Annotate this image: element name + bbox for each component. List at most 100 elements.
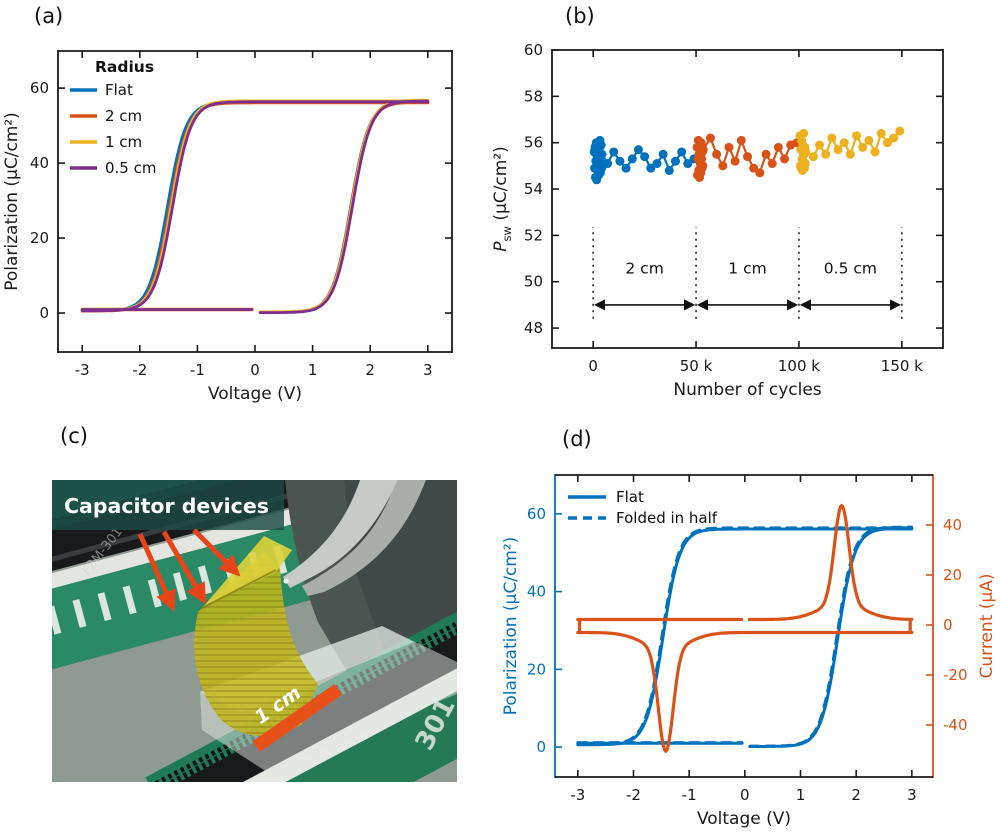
data-point xyxy=(646,163,656,173)
series-0.5-cm-bend-endurance xyxy=(795,126,905,175)
data-point xyxy=(596,140,606,150)
legend-item-label: Flat xyxy=(105,81,133,99)
data-point xyxy=(827,133,837,143)
x-tick-label: -1 xyxy=(682,786,697,804)
y2-tick-label: 40 xyxy=(943,516,962,534)
y-axis-label: Psw (μC/cm²) xyxy=(491,146,514,251)
data-point xyxy=(773,142,783,152)
data-point xyxy=(658,149,668,159)
panel-label-c: (c) xyxy=(60,424,88,448)
legend-item-label: Folded in half xyxy=(616,509,718,527)
y-axis-label: Polarization (μC/cm²) xyxy=(501,537,521,716)
data-point xyxy=(833,145,843,155)
data-point xyxy=(815,140,825,150)
data-point xyxy=(718,161,728,171)
y-tick-label: 20 xyxy=(527,660,546,678)
data-point xyxy=(839,138,849,148)
tweezers xyxy=(283,480,426,596)
y-tick-label: 54 xyxy=(524,180,543,198)
y2-tick-label: -20 xyxy=(943,666,968,684)
x-tick-label: 2 xyxy=(365,361,375,379)
photo-capacitor-devices: F2M-301 301 xyxy=(52,480,457,782)
x-tick-label: 50 k xyxy=(680,357,713,375)
legend-item-label: 1 cm xyxy=(105,133,142,151)
data-point xyxy=(780,154,790,164)
data-point xyxy=(821,149,831,159)
data-point xyxy=(743,152,752,162)
legend-title: Radius xyxy=(95,58,154,76)
y-axis-label: Polarization (μC/cm²) xyxy=(2,112,22,291)
data-point xyxy=(652,159,662,169)
x-tick-label: 0 xyxy=(588,357,598,375)
x-tick-label: 0 xyxy=(740,786,750,804)
data-point xyxy=(864,135,874,145)
x-axis-label: Voltage (V) xyxy=(208,384,302,404)
data-point xyxy=(677,147,687,157)
tweezers-tip-highlight xyxy=(283,578,289,584)
instrument-shadow xyxy=(344,480,457,672)
arrow-3 xyxy=(192,528,241,577)
y2-tick-label: 20 xyxy=(943,566,962,584)
data-point xyxy=(799,128,809,138)
y2-axis-label: Current (μA) xyxy=(977,574,997,679)
legend-d: Flat Folded in half xyxy=(568,488,718,527)
x-tick-label: -3 xyxy=(75,361,90,379)
data-point xyxy=(615,156,625,166)
y-tick-label: 48 xyxy=(524,319,543,337)
data-point xyxy=(670,156,680,166)
data-point xyxy=(664,165,674,175)
x-tick-label: 1 xyxy=(796,786,806,804)
data-point xyxy=(730,156,740,166)
legend-item-label: 2 cm xyxy=(105,107,142,125)
y-tick-label: 52 xyxy=(524,226,543,244)
x-axis-label: Voltage (V) xyxy=(697,809,791,829)
panel-label-d: (d) xyxy=(562,427,592,451)
y2-tick-label: 0 xyxy=(943,616,953,634)
data-point xyxy=(698,145,708,155)
series-folded-polarization xyxy=(576,525,914,748)
y-tick-label: 40 xyxy=(30,154,49,172)
data-point xyxy=(597,149,607,159)
data-point xyxy=(697,154,707,164)
y-tick-label: 40 xyxy=(527,583,546,601)
data-point xyxy=(724,142,734,152)
series-0.5-cm xyxy=(80,99,430,315)
data-point xyxy=(800,159,810,169)
chart-b-endurance: 2 cm 1 cm 0.5 cm 0 50 k 100 k 150 k 48 50 52 54 56 5… xyxy=(491,41,944,400)
data-point xyxy=(705,133,715,143)
axes-b: 0 50 k 100 k 150 k 48 50 52 54 56 58 60 Number of c… xyxy=(491,41,944,400)
axes-a: -3 -2 -1 0 1 2 3 0 20 40 60 Voltage (V) Polarization… xyxy=(2,50,453,404)
data-point xyxy=(696,138,706,148)
panel-label-a: (a) xyxy=(34,4,64,28)
data-point xyxy=(882,138,892,148)
legend-item-label: Flat xyxy=(616,488,644,506)
data-point xyxy=(858,142,868,152)
annotations-b: 2 cm 1 cm 0.5 cm xyxy=(592,227,903,319)
data-point xyxy=(755,168,765,178)
caption-capacitor-devices: Capacitor devices xyxy=(64,494,269,518)
data-point xyxy=(627,154,637,164)
y2-tick-label: -40 xyxy=(943,716,968,734)
axes-d: -3 -2 -1 0 1 2 3 0 20 40 60 -40 -20 0 20 40 Voltage (V) P… xyxy=(501,474,997,829)
film-top-flap xyxy=(202,536,292,608)
y-tick-label: 0 xyxy=(39,304,49,322)
data-point xyxy=(736,135,746,145)
y-tick-label: 20 xyxy=(30,229,49,247)
legend-a: Radius Flat 2 cm 1 cm 0.5 cm xyxy=(70,58,156,177)
chart-d-pv-iv-folded: -3 -2 -1 0 1 2 3 0 20 40 60 -40 -20 0 20 40 Voltage (V) P… xyxy=(501,474,997,829)
series-2-cm-bend-endurance xyxy=(589,135,699,185)
annotation-arrows xyxy=(137,528,241,612)
data-point xyxy=(801,147,811,157)
y-tick-label: 50 xyxy=(524,273,543,291)
y-tick-label: 56 xyxy=(524,134,543,152)
x-tick-label: 100 k xyxy=(778,357,820,375)
data-point xyxy=(808,152,818,162)
x-tick-label: 3 xyxy=(423,361,433,379)
data-point xyxy=(767,159,777,169)
x-tick-label: 0 xyxy=(250,361,260,379)
y-tick-label: 60 xyxy=(30,79,49,97)
x-tick-label: -3 xyxy=(570,786,585,804)
range-label: 2 cm xyxy=(625,260,663,278)
x-tick-label: -1 xyxy=(190,361,205,379)
series-switching-current xyxy=(576,503,914,753)
